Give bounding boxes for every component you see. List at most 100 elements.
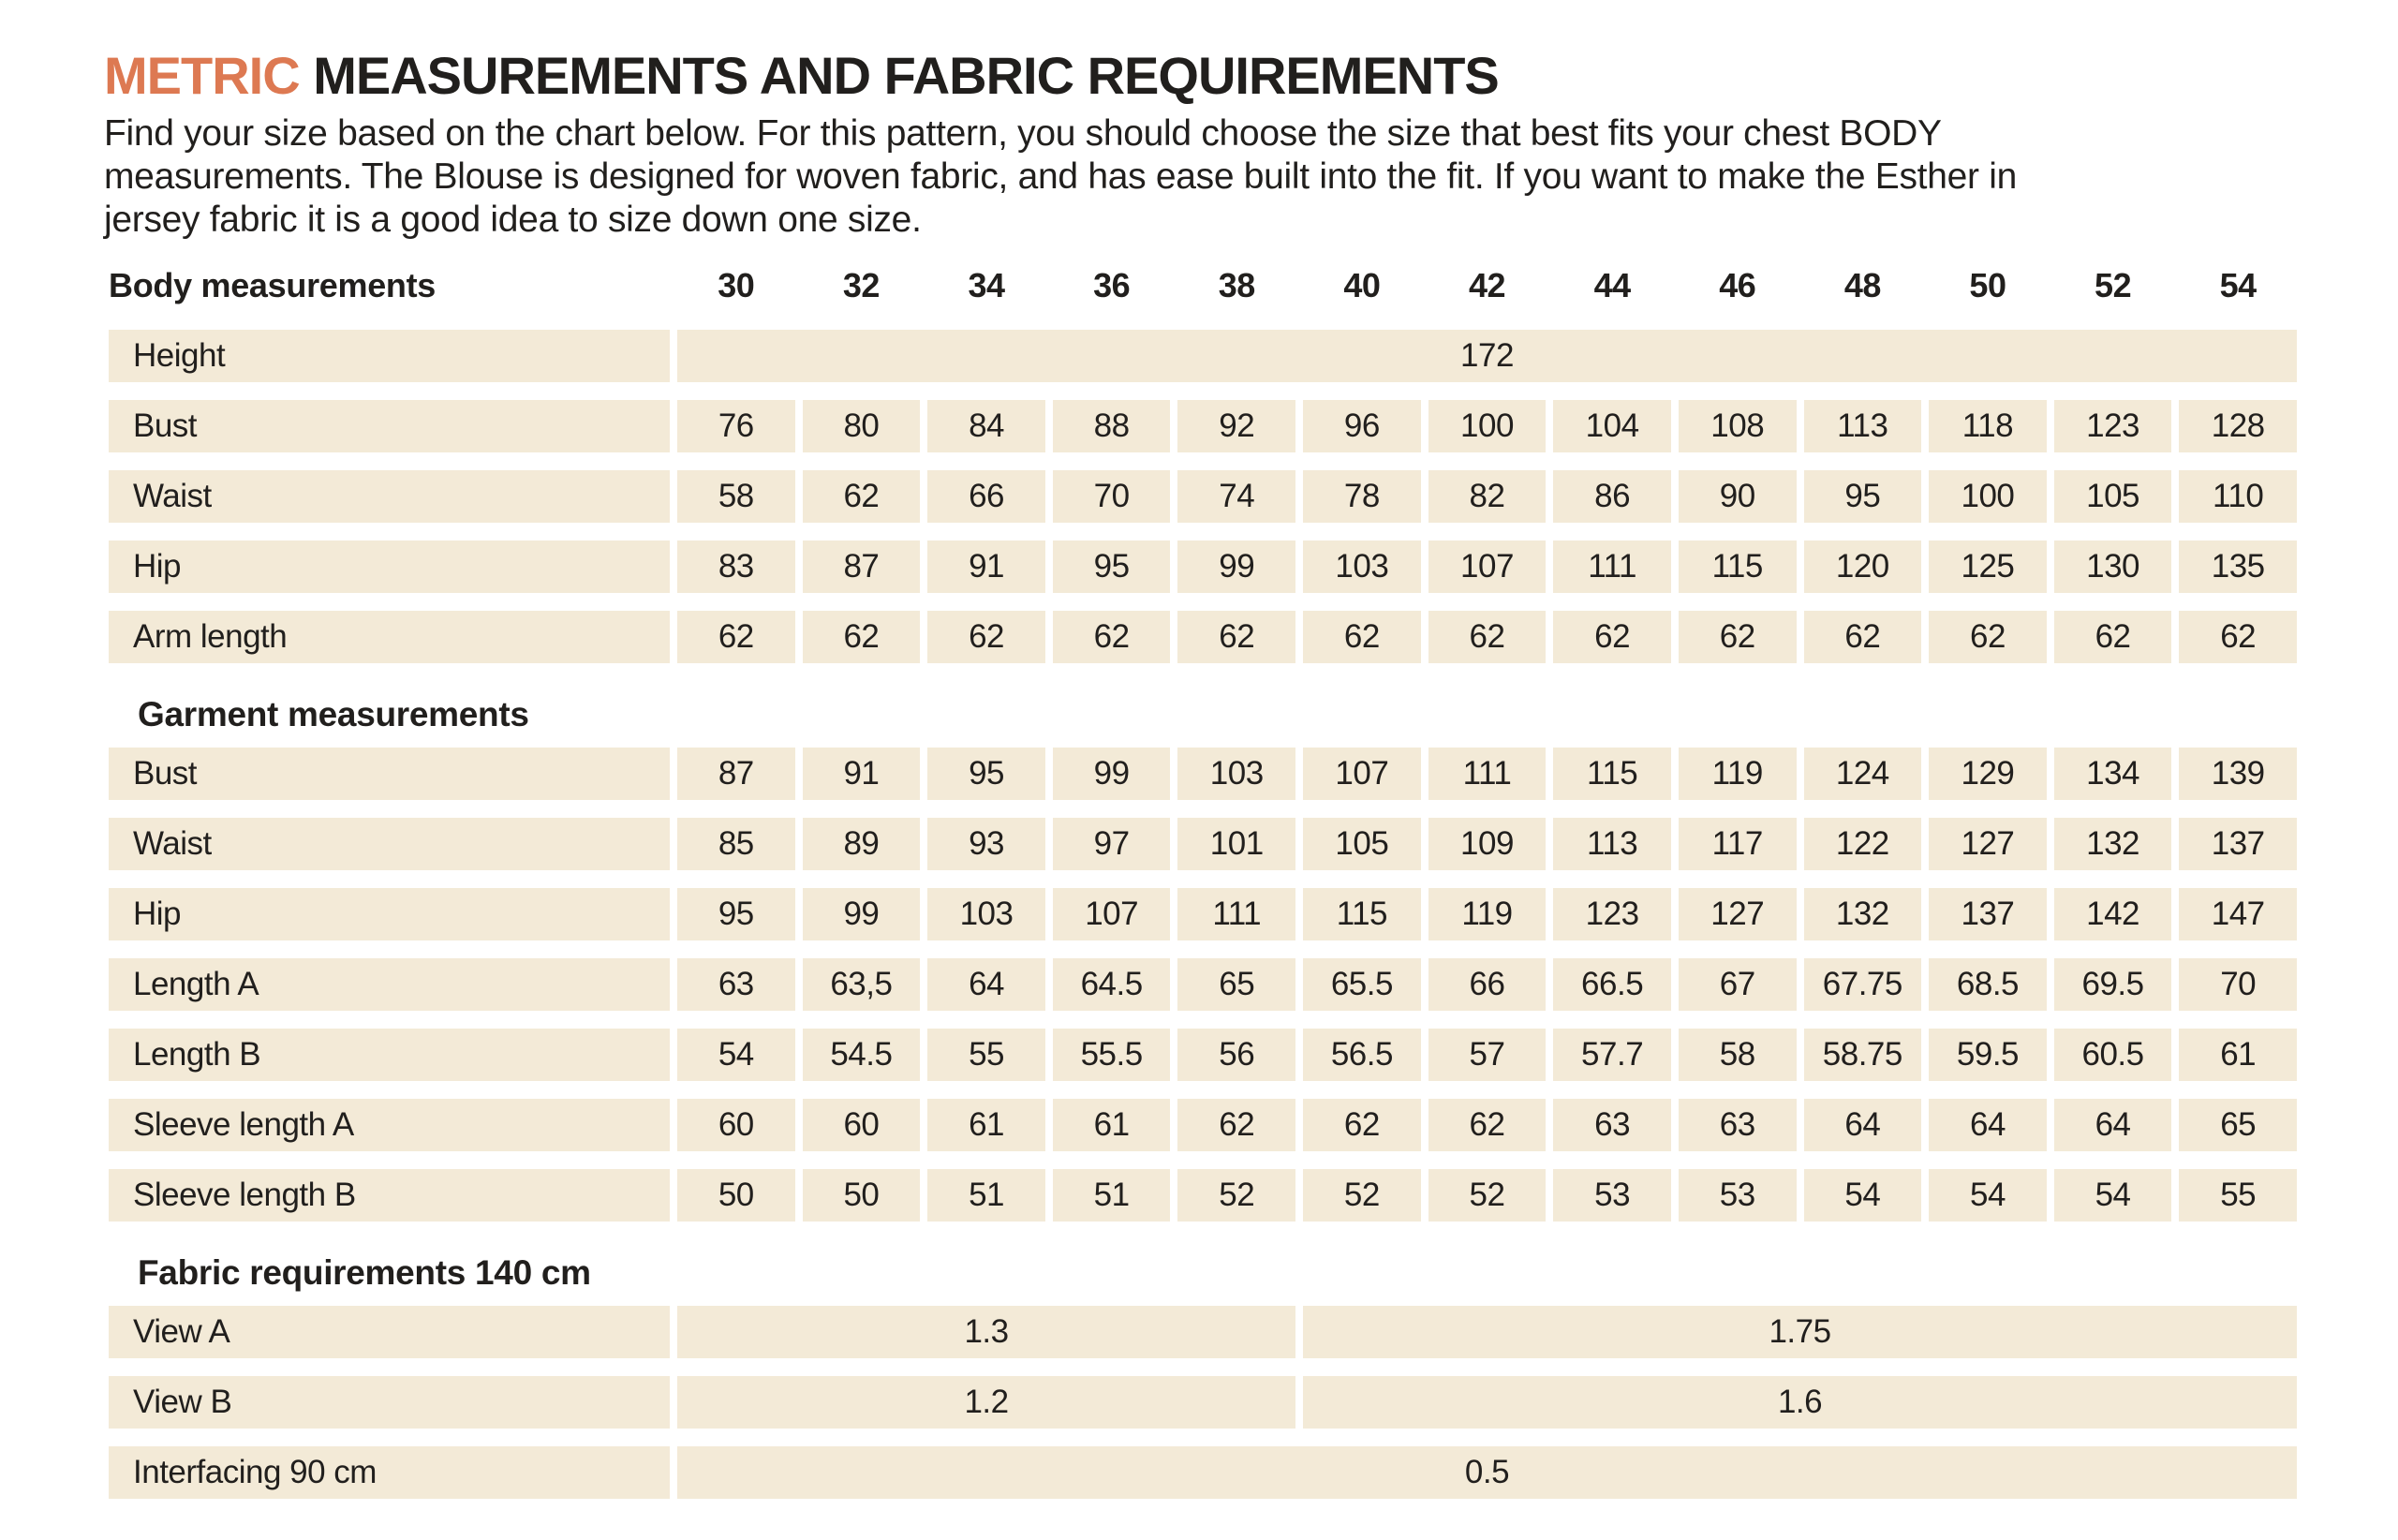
value-cell: 113: [1803, 400, 1922, 452]
value-cell: 100: [1929, 470, 2047, 523]
span-cell: 1.6: [1303, 1376, 2297, 1429]
row-label: View A: [109, 1306, 670, 1358]
intro-text: Find your size based on the chart below.…: [104, 112, 2398, 242]
value-cell: 135: [2179, 540, 2297, 593]
value-cell: 103: [927, 888, 1045, 940]
value-cell: 96: [1303, 400, 1421, 452]
value-cell: 118: [1929, 400, 2047, 452]
value-cell: 66: [1428, 958, 1547, 1011]
value-cell: 50: [802, 1169, 921, 1222]
value-cell: 58: [677, 470, 795, 523]
value-cell: 137: [1929, 888, 2047, 940]
row-label: Sleeve length A: [109, 1099, 670, 1151]
value-cell: 65.5: [1303, 958, 1421, 1011]
span-cell: 172: [677, 330, 2297, 382]
value-cell: 64: [2053, 1099, 2172, 1151]
value-cell: 64: [1929, 1099, 2047, 1151]
value-cell: 109: [1428, 818, 1547, 870]
value-cell: 100: [1428, 400, 1547, 452]
value-cell: 125: [1929, 540, 2047, 593]
value-cell: 108: [1678, 400, 1797, 452]
value-cell: 130: [2053, 540, 2172, 593]
value-cell: 58: [1678, 1029, 1797, 1081]
value-cell: 87: [802, 540, 921, 593]
table-row: Hip 83 87 91 95 99 103 107 111 115 120 125 130 135: [109, 540, 2297, 593]
size-column-header: 46: [1719, 266, 1756, 304]
table-row: View A 1.3 1.75: [109, 1306, 2297, 1358]
value-cell: 57.7: [1553, 1029, 1671, 1081]
span-cell: 1.3: [677, 1306, 1296, 1358]
value-cell: 52: [1177, 1169, 1296, 1222]
value-cell: 62: [1177, 1099, 1296, 1151]
table-row: Length A 63 63,5 64 64.5 65 65.5 66 66.5 67 67.75 6…: [109, 958, 2297, 1011]
value-cell: 105: [2053, 470, 2172, 523]
value-cell: 95: [1803, 470, 1922, 523]
value-cell: 51: [927, 1169, 1045, 1222]
value-cell: 99: [802, 888, 921, 940]
table-row: Sleeve length A 60 60 61 61 62 62 62 63 63 64 64 64 6…: [109, 1099, 2297, 1151]
value-cell: 62: [802, 611, 921, 663]
value-cell: 99: [1052, 748, 1171, 800]
measurements-table: Body measurements 30 32 34 36 38 40 42 44 46 48 50 5…: [109, 260, 2297, 1499]
value-cell: 139: [2179, 748, 2297, 800]
value-cell: 95: [1052, 540, 1171, 593]
table-row: View B 1.2 1.6: [109, 1376, 2297, 1429]
value-cell: 82: [1428, 470, 1547, 523]
value-cell: 134: [2053, 748, 2172, 800]
value-cell: 62: [1177, 611, 1296, 663]
value-cell: 62: [802, 470, 921, 523]
value-cell: 54.5: [802, 1029, 921, 1081]
intro-line: Find your size based on the chart below.…: [104, 113, 1942, 154]
row-label: Waist: [109, 470, 670, 523]
value-cell: 52: [1428, 1169, 1547, 1222]
value-cell: 132: [2053, 818, 2172, 870]
value-cell: 70: [1052, 470, 1171, 523]
value-cell: 69.5: [2053, 958, 2172, 1011]
size-column-header: 32: [842, 266, 881, 304]
value-cell: 63: [1553, 1099, 1671, 1151]
value-cell: 61: [1052, 1099, 1171, 1151]
value-cell: 92: [1177, 400, 1296, 452]
value-cell: 55: [927, 1029, 1045, 1081]
row-label: Arm length: [109, 611, 670, 663]
value-cell: 64.5: [1052, 958, 1171, 1011]
row-label: View B: [109, 1376, 670, 1429]
value-cell: 54: [1803, 1169, 1922, 1222]
value-cell: 111: [1428, 748, 1547, 800]
value-cell: 62: [1678, 611, 1797, 663]
value-cell: 62: [1428, 611, 1547, 663]
value-cell: 104: [1553, 400, 1671, 452]
section-header: Garment measurements: [138, 694, 529, 733]
value-cell: 99: [1177, 540, 1296, 593]
value-cell: 93: [927, 818, 1045, 870]
value-cell: 60: [802, 1099, 921, 1151]
value-cell: 65: [1177, 958, 1296, 1011]
value-cell: 90: [1678, 470, 1797, 523]
page-content: METRIC MEASUREMENTS AND FABRIC REQUIREME…: [104, 46, 2398, 1499]
value-cell: 56: [1177, 1029, 1296, 1081]
value-cell: 110: [2179, 470, 2297, 523]
title-rest: MEASUREMENTS AND FABRIC REQUIREMENTS: [299, 46, 1500, 105]
table-row: Bust 87 91 95 99 103 107 111 115 119 124 129 134 139: [109, 748, 2297, 800]
value-cell: 124: [1803, 748, 1922, 800]
size-column-header: 54: [2219, 266, 2257, 304]
value-cell: 78: [1303, 470, 1421, 523]
value-cell: 67: [1678, 958, 1797, 1011]
value-cell: 54: [677, 1029, 795, 1081]
value-cell: 85: [677, 818, 795, 870]
table-head-row: Body measurements 30 32 34 36 38 40 42 44 46 48 50 5…: [109, 260, 2297, 311]
value-cell: 61: [2179, 1029, 2297, 1081]
value-cell: 61: [927, 1099, 1045, 1151]
value-cell: 87: [677, 748, 795, 800]
span-cell: 1.2: [677, 1376, 1296, 1429]
value-cell: 105: [1303, 818, 1421, 870]
value-cell: 120: [1803, 540, 1922, 593]
value-cell: 97: [1052, 818, 1171, 870]
table-row: Hip 95 99 103 107 111 115 119 123 127 132 137 142 147: [109, 888, 2297, 940]
row-label: Bust: [109, 748, 670, 800]
value-cell: 129: [1929, 748, 2047, 800]
row-label: Height: [109, 330, 670, 382]
value-cell: 63: [677, 958, 795, 1011]
row-label: Length B: [109, 1029, 670, 1081]
